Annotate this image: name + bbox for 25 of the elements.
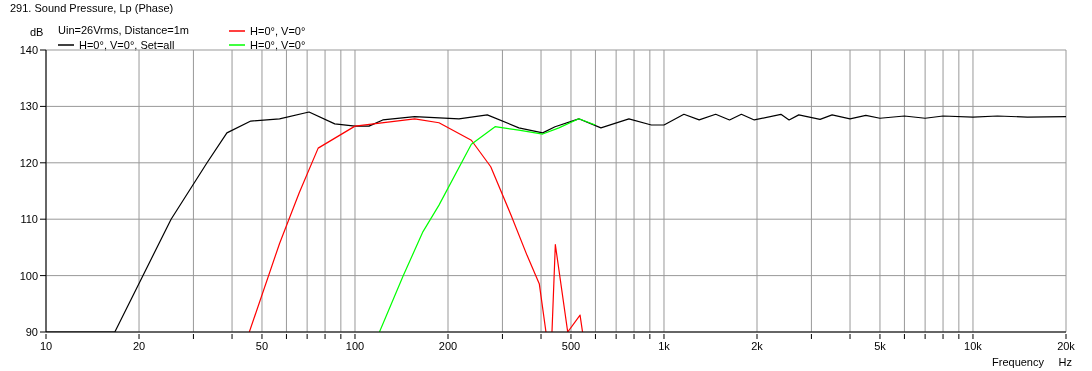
y-tick-label: 140 — [19, 43, 38, 56]
legend-label: H=0°, V=0°, Set=all — [79, 39, 175, 51]
x-tick-label: 5k — [874, 340, 887, 352]
x-tick-label: 20k — [1057, 340, 1076, 352]
y-tick-label: 110 — [20, 213, 38, 226]
chart-title: 291. Sound Pressure, Lp (Phase) — [10, 2, 174, 14]
y-tick-label: 90 — [25, 325, 38, 338]
x-tick-label: 10 — [39, 340, 53, 352]
text: Uin=26Vrms, Distance=1m — [58, 24, 190, 38]
x-tick-label: 100 — [345, 340, 365, 352]
x-tick-label: 20 — [132, 340, 146, 352]
x-tick-label: 50 — [255, 340, 269, 352]
y-tick-label: 100 — [19, 269, 38, 282]
y-tick-label: 120 — [19, 156, 38, 169]
x-tick-label: 200 — [438, 340, 458, 352]
x-tick-label: 10k — [964, 340, 983, 352]
legend-label: H=0°, V=0° — [250, 39, 306, 51]
x-tick-label: 2k — [751, 340, 764, 352]
x-axis-title: Frequency — [992, 356, 1044, 368]
y-axis-title: dB — [30, 26, 44, 38]
x-tick-label: 1k — [658, 340, 671, 352]
legend-label: H=0°, V=0° — [250, 25, 306, 37]
y-tick-label: 130 — [19, 100, 38, 113]
text: Hz — [1058, 356, 1072, 368]
x-tick-label: 500 — [561, 340, 581, 352]
